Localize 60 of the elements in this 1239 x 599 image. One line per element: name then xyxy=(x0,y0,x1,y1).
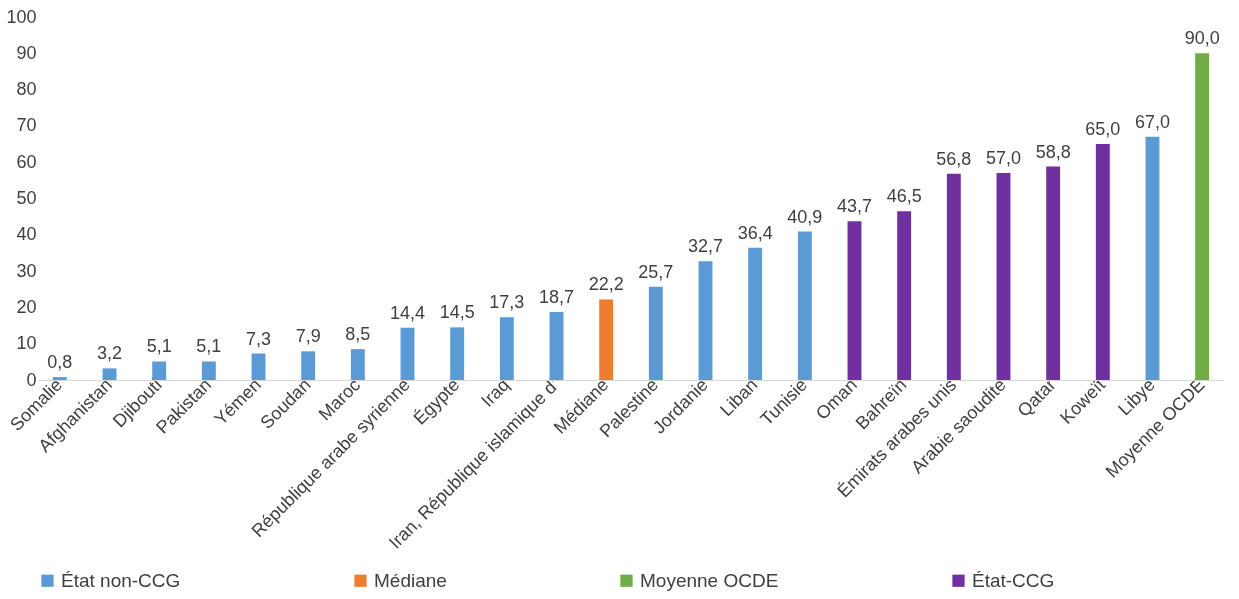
bar xyxy=(897,211,912,380)
y-tick-label: 70 xyxy=(16,115,37,136)
bar xyxy=(1195,53,1210,380)
bar xyxy=(301,351,316,380)
data-label: 5,1 xyxy=(146,336,172,357)
bar xyxy=(52,377,67,380)
data-label: 40,9 xyxy=(787,206,823,227)
data-label: 57,0 xyxy=(985,148,1022,169)
data-label: 0,8 xyxy=(47,352,73,373)
y-tick-label: 90 xyxy=(16,42,37,63)
data-label: 65,0 xyxy=(1085,119,1121,140)
data-label: 17,3 xyxy=(489,292,525,313)
data-label: 43,7 xyxy=(836,196,873,217)
data-label: 5,1 xyxy=(196,336,222,357)
bar xyxy=(599,299,614,380)
data-label: 22,2 xyxy=(588,274,624,295)
bar xyxy=(1095,144,1110,380)
bar xyxy=(450,327,465,380)
y-tick-label: 20 xyxy=(16,296,37,317)
bar xyxy=(847,221,862,380)
data-label: 14,5 xyxy=(439,302,475,323)
legend-label: État-CCG xyxy=(972,569,1055,591)
bar xyxy=(996,173,1011,380)
data-label: 56,8 xyxy=(936,148,972,169)
y-tick-label: 50 xyxy=(16,188,37,208)
data-label: 18,7 xyxy=(538,287,575,308)
data-label: 32,7 xyxy=(687,236,724,257)
bar xyxy=(1046,166,1061,380)
y-tick-label: 60 xyxy=(16,151,37,172)
data-label: 90,0 xyxy=(1184,28,1220,49)
bar xyxy=(1145,136,1160,380)
bar xyxy=(748,247,763,380)
bar xyxy=(698,261,713,380)
bar xyxy=(400,327,415,380)
bar xyxy=(201,361,216,380)
data-label: 7,3 xyxy=(246,328,272,349)
data-label: 7,9 xyxy=(295,326,321,347)
data-label: 36,4 xyxy=(737,222,773,243)
y-tick-label: 80 xyxy=(16,79,37,100)
data-label: 14,4 xyxy=(389,302,426,323)
y-tick-label: 30 xyxy=(16,260,37,281)
data-label: 58,8 xyxy=(1035,141,1071,162)
bar xyxy=(648,286,663,380)
bar xyxy=(499,317,514,380)
data-label: 3,2 xyxy=(97,343,123,364)
legend-label: Médiane xyxy=(374,569,447,591)
bar xyxy=(946,173,961,380)
data-label: 46,5 xyxy=(886,186,922,207)
y-tick-label: 40 xyxy=(16,224,37,245)
legend-label: État non-CCG xyxy=(61,569,181,591)
bar xyxy=(797,231,812,380)
bar xyxy=(549,312,564,380)
data-label: 67,0 xyxy=(1134,111,1171,132)
data-label: 25,7 xyxy=(638,261,674,282)
y-tick-label: 10 xyxy=(16,333,37,354)
data-label: 8,5 xyxy=(345,324,371,345)
legend-label: Moyenne OCDE xyxy=(640,569,779,591)
bar xyxy=(251,353,266,380)
bar xyxy=(350,349,365,380)
y-tick-label: 100 xyxy=(6,6,37,27)
